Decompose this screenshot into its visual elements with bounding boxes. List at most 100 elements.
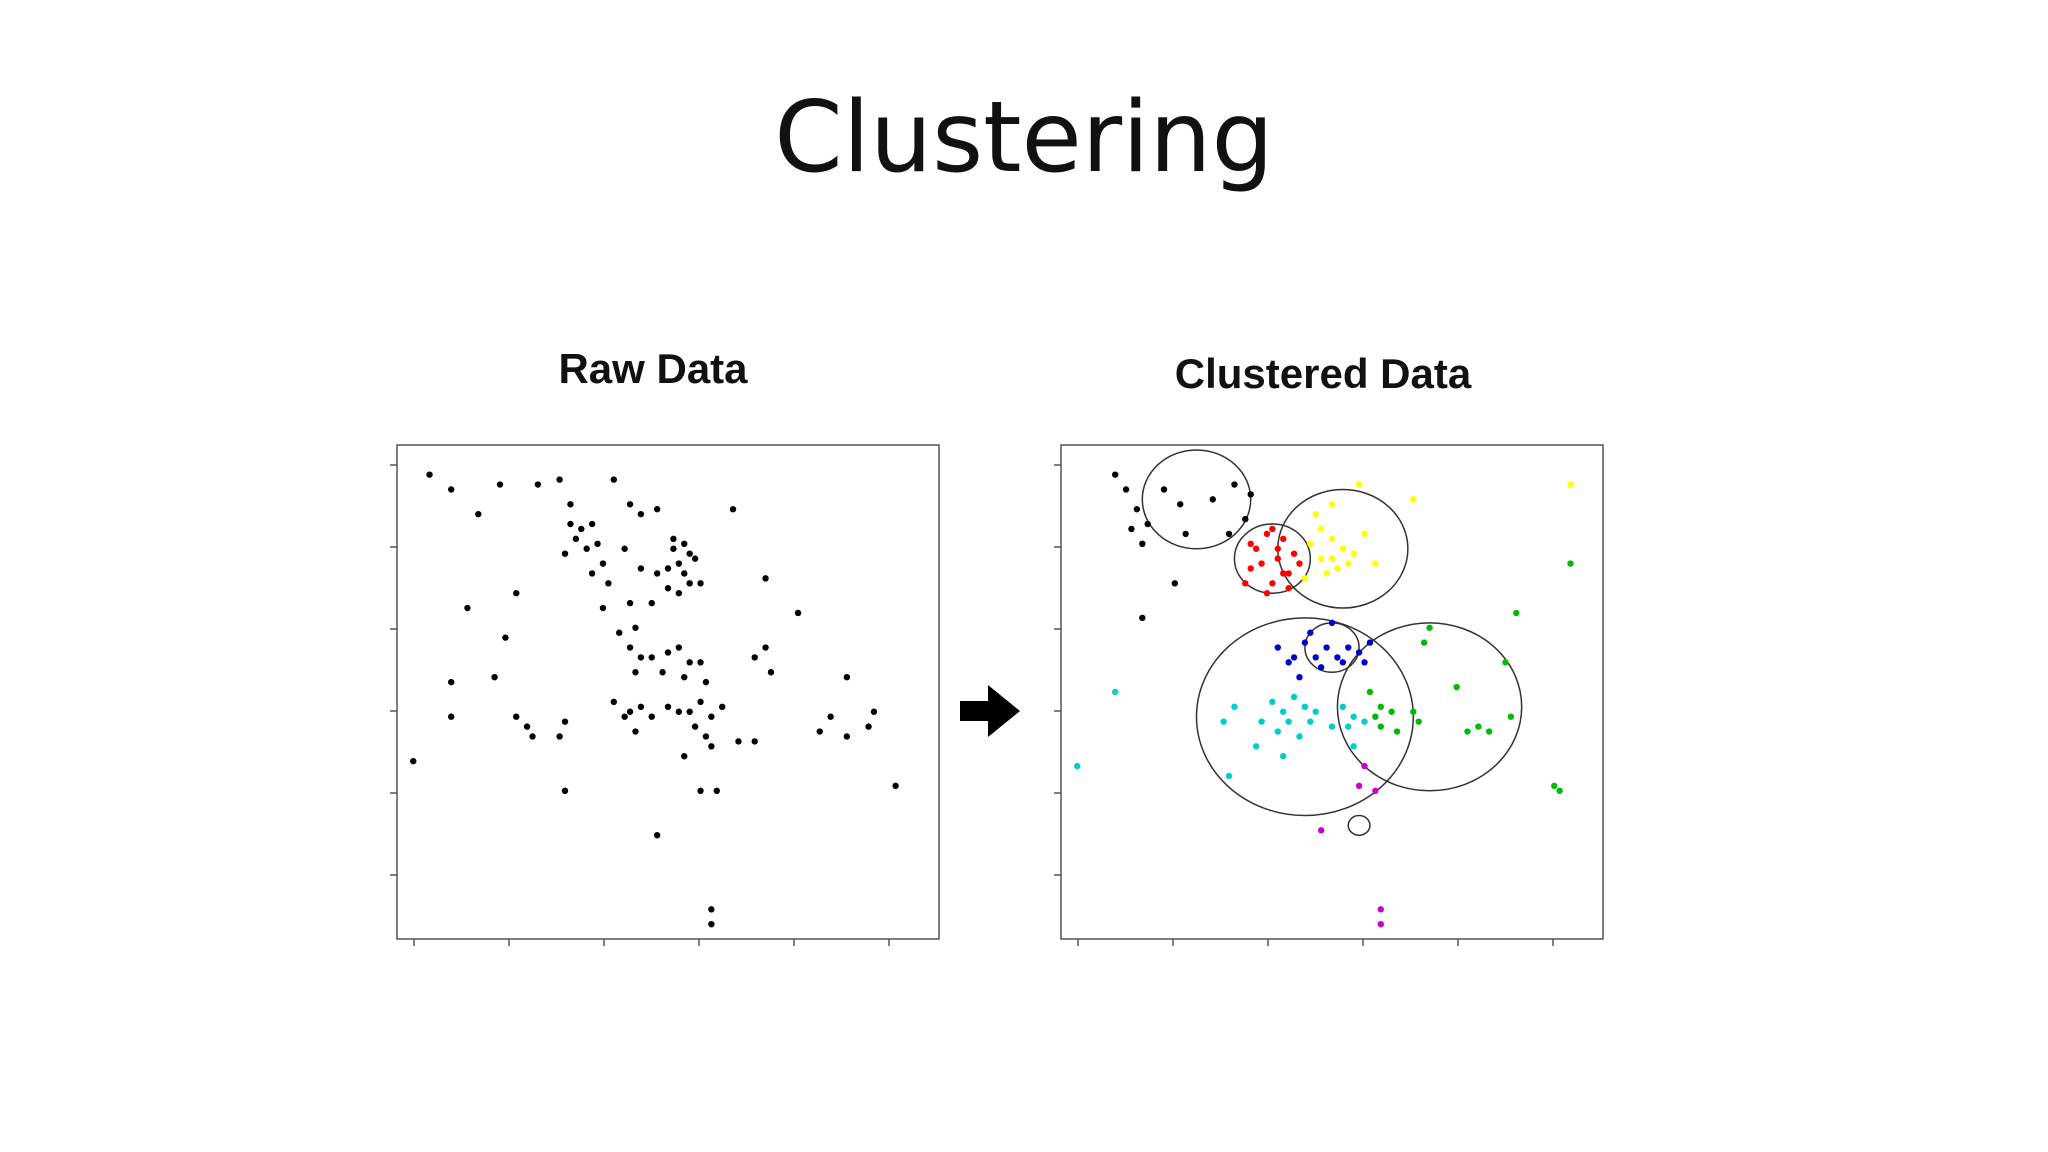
data-point — [588, 520, 596, 528]
cluster-boundary-circle — [1336, 622, 1523, 792]
data-point — [426, 471, 433, 478]
data-point — [713, 787, 720, 794]
data-point — [681, 673, 688, 681]
data-point — [1350, 743, 1357, 750]
data-point — [464, 604, 471, 612]
data-point — [502, 634, 509, 641]
data-point — [1290, 550, 1298, 557]
data-point — [653, 832, 661, 839]
data-point — [1377, 920, 1384, 928]
data-point — [1345, 560, 1352, 567]
data-point — [1274, 555, 1281, 562]
data-point — [686, 659, 693, 666]
data-point — [1475, 723, 1482, 730]
data-point — [610, 476, 617, 483]
data-point — [762, 644, 769, 651]
cluster-boundary-circle — [1233, 523, 1312, 594]
data-point — [561, 550, 569, 557]
data-point — [1345, 644, 1352, 651]
data-point — [865, 723, 872, 730]
data-point — [686, 580, 693, 587]
data-point — [637, 565, 645, 572]
data-point — [697, 580, 704, 587]
data-point — [637, 654, 645, 661]
data-point — [1323, 644, 1330, 651]
data-point — [1323, 570, 1330, 577]
data-point — [1112, 688, 1119, 696]
data-point — [1339, 545, 1347, 552]
data-point — [572, 535, 580, 543]
data-point — [1296, 673, 1303, 681]
data-point — [1502, 659, 1509, 666]
data-point — [794, 609, 802, 617]
data-point — [1317, 827, 1325, 834]
data-point — [605, 580, 612, 587]
data-point — [513, 713, 520, 720]
data-point — [1274, 545, 1281, 552]
data-point — [681, 570, 688, 577]
data-point — [1301, 575, 1309, 582]
data-point — [1231, 481, 1238, 488]
data-point — [653, 506, 661, 513]
data-point — [729, 506, 737, 513]
data-point — [1372, 560, 1379, 567]
data-point — [1258, 718, 1265, 725]
data-point — [1296, 733, 1303, 740]
data-point — [621, 713, 628, 720]
data-point — [702, 678, 710, 686]
data-point — [1372, 713, 1379, 720]
data-point — [410, 757, 417, 765]
data-point — [632, 728, 639, 735]
data-point — [691, 723, 699, 730]
data-point — [1410, 708, 1417, 715]
data-point — [637, 510, 645, 518]
data-point — [523, 723, 531, 730]
data-point — [675, 644, 683, 651]
data-point — [708, 743, 715, 750]
data-point — [1307, 629, 1314, 636]
data-point — [1350, 713, 1357, 720]
data-point — [1361, 530, 1368, 538]
data-point — [556, 476, 563, 483]
data-point — [1139, 540, 1146, 547]
data-point — [1139, 614, 1146, 622]
data-point — [1350, 550, 1357, 557]
data-point — [686, 708, 693, 715]
plot-frame — [396, 444, 940, 940]
data-point — [1290, 693, 1298, 701]
data-point — [664, 565, 672, 572]
data-point — [816, 728, 823, 735]
data-point — [583, 545, 590, 552]
data-point — [1285, 585, 1292, 592]
data-point — [1274, 644, 1281, 651]
data-point — [648, 599, 655, 607]
data-point — [626, 644, 634, 651]
data-point — [1177, 501, 1184, 508]
data-point — [751, 738, 758, 745]
data-point — [599, 560, 607, 567]
clustered-data-chart-title: Clustered Data — [1174, 350, 1472, 397]
data-point — [448, 713, 455, 720]
data-point — [648, 713, 655, 720]
data-point — [1285, 570, 1292, 577]
data-point — [1420, 639, 1428, 646]
data-point — [1307, 540, 1314, 547]
data-point — [708, 920, 715, 928]
data-point — [1269, 580, 1276, 587]
data-point — [1312, 708, 1319, 715]
data-point — [708, 713, 715, 720]
data-point — [1301, 639, 1309, 646]
data-point — [1285, 659, 1292, 666]
data-point — [1285, 718, 1292, 725]
data-point — [1361, 762, 1368, 770]
data-point — [567, 501, 574, 508]
data-point — [1258, 560, 1265, 567]
data-point — [632, 624, 639, 631]
data-point — [1252, 743, 1260, 750]
raw-data-chart-title: Raw Data — [558, 345, 748, 392]
data-point — [1280, 535, 1287, 543]
data-point — [1464, 728, 1471, 735]
data-point — [697, 787, 704, 794]
cluster-boundary-circle — [1195, 617, 1415, 817]
data-point — [1393, 728, 1401, 735]
